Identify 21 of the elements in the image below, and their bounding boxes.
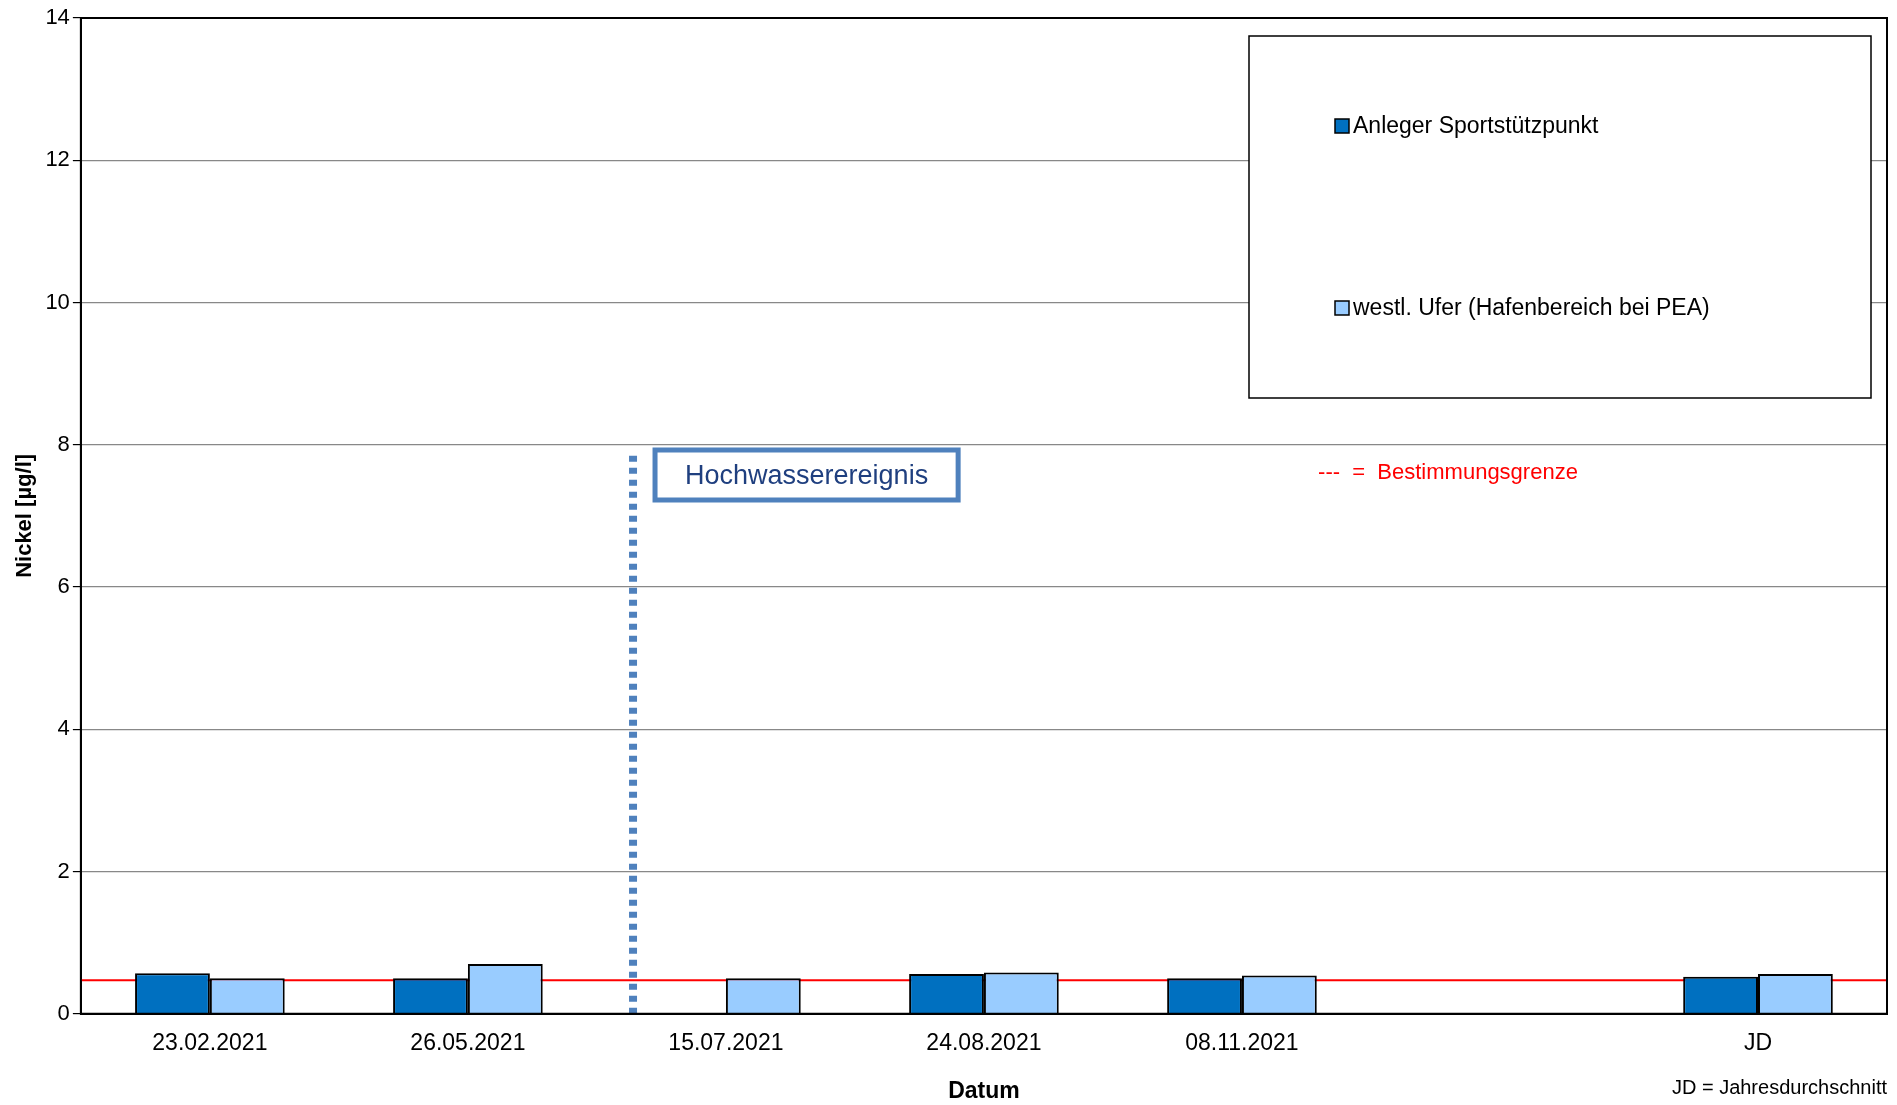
legend-label: Anleger Sportstützpunkt bbox=[1353, 112, 1600, 139]
ref-line-label: Hochwasserereignis bbox=[685, 460, 929, 491]
x-tick-label: 23.02.2021 bbox=[152, 1028, 268, 1055]
x-tick-label: JD bbox=[1743, 1028, 1773, 1055]
legend-label: westl. Ufer (Hafenbereich bei PEA) bbox=[1352, 294, 1710, 321]
text: JD = Jahresdurchschnitt bbox=[1671, 1075, 1888, 1098]
y-tick-label: 4 bbox=[57, 715, 70, 741]
y-axis-title: Nickel [µg/l] bbox=[11, 453, 37, 578]
y-tick-label: 14 bbox=[45, 4, 70, 30]
y-tick-label: 6 bbox=[57, 573, 70, 599]
x-axis-title: Datum bbox=[948, 1076, 1020, 1103]
y-tick-label: 10 bbox=[45, 288, 70, 314]
y-tick-label: 8 bbox=[57, 430, 70, 456]
x-tick-label: 26.05.2021 bbox=[410, 1028, 526, 1055]
x-tick-label: 24.08.2021 bbox=[926, 1028, 1042, 1055]
x-tick-label: 08.11.2021 bbox=[1185, 1028, 1299, 1055]
x-tick-label: 15.07.2021 bbox=[668, 1028, 784, 1055]
y-tick-label: 0 bbox=[57, 999, 70, 1025]
ref-line-label: --- = Bestimmungsgrenze bbox=[1318, 459, 1578, 485]
y-tick-label: 2 bbox=[57, 857, 70, 883]
y-tick-label: 12 bbox=[45, 146, 70, 172]
